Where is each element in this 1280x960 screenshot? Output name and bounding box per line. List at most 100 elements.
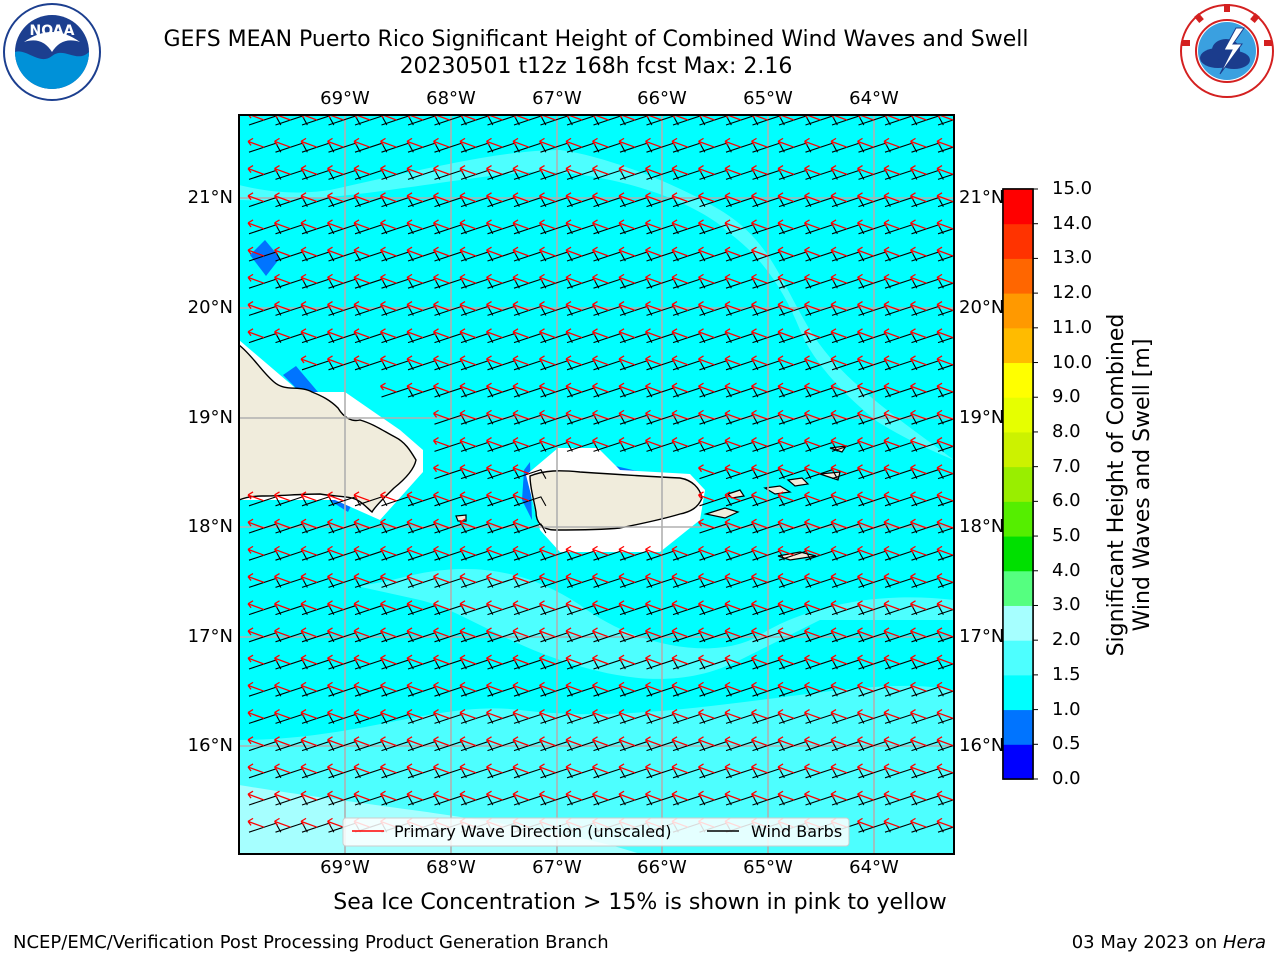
wave-direction-arrow (512, 437, 530, 448)
wave-direction-arrow (327, 545, 344, 556)
wave-direction-arrow (539, 709, 556, 720)
wave-direction-arrow (327, 518, 344, 529)
wave-direction-arrow (936, 301, 954, 312)
wave-direction-arrow (883, 518, 901, 529)
wave-direction-arrow (751, 627, 768, 638)
wave-direction-arrow (539, 437, 556, 448)
wave-direction-arrow (274, 137, 291, 148)
wave-direction-arrow (698, 600, 715, 611)
wave-direction-arrow (592, 763, 609, 774)
lat-label-left: 18°N (187, 516, 233, 537)
wave-direction-arrow (777, 573, 795, 584)
wave-direction-arrow (274, 709, 291, 720)
wave-direction-arrow (804, 246, 821, 257)
wave-direction-arrow (645, 627, 662, 638)
wave-direction-arrow (724, 165, 742, 176)
wave-direction-arrow (910, 817, 927, 828)
lat-label-left: 19°N (187, 407, 233, 428)
wave-direction-arrow (777, 328, 795, 339)
wave-direction-arrow (910, 273, 927, 284)
colorbar-tick-label: 3.0 (1052, 594, 1081, 616)
wave-direction-arrow (883, 545, 901, 556)
wave-direction-arrow (804, 137, 821, 148)
wave-direction-arrow (380, 763, 397, 774)
wave-direction-arrow (857, 192, 874, 203)
wave-direction-arrow (459, 491, 477, 502)
wave-direction-arrow (671, 301, 689, 312)
wave-direction-arrow (618, 654, 636, 665)
lat-label-left: 20°N (187, 297, 233, 318)
wave-direction-arrow (247, 709, 265, 720)
wave-direction-arrow (724, 654, 742, 665)
wave-direction-arrow (327, 491, 344, 502)
wave-direction-arrow (910, 600, 927, 611)
wave-direction-arrow (751, 437, 768, 448)
wave-direction-arrow (300, 246, 318, 257)
wave-direction-arrow (618, 219, 636, 230)
wind-barb (937, 635, 954, 643)
wave-direction-arrow (910, 382, 927, 393)
lon-label-bottom: 65°W (743, 857, 793, 878)
wave-direction-arrow (698, 790, 715, 801)
wave-direction-arrow (512, 518, 530, 529)
footer-date: 03 May 2023 on Hera (1072, 932, 1266, 953)
wave-direction-arrow (512, 464, 530, 475)
wave-direction-arrow (830, 573, 848, 584)
colorbar-segment (1003, 397, 1033, 433)
chart-subtitle: 20230501 t12z 168h fcst Max: 2.16 (399, 54, 793, 79)
wave-height-0.5-1-patch (250, 240, 280, 276)
wave-direction-arrow (433, 437, 450, 448)
wave-direction-arrow (777, 437, 795, 448)
wave-height-1-1.5-south (239, 560, 954, 740)
wave-direction-arrow (565, 790, 583, 801)
wave-direction-arrow (247, 246, 265, 257)
wave-direction-arrow (565, 219, 583, 230)
wave-direction-arrow (698, 709, 715, 720)
wave-direction-arrow (486, 328, 503, 339)
wave-direction-arrow (910, 654, 927, 665)
wave-direction-arrow (539, 627, 556, 638)
wave-direction-arrow (698, 192, 715, 203)
wave-direction-arrow (327, 192, 344, 203)
wave-direction-arrow (618, 736, 636, 747)
lon-label-bottom: 66°W (637, 857, 687, 878)
wave-direction-arrow (883, 817, 901, 828)
wave-direction-arrow (539, 192, 556, 203)
wave-direction-arrow (300, 273, 318, 284)
wave-direction-arrow (459, 192, 477, 203)
wave-direction-arrow (751, 654, 768, 665)
wave-direction-arrow (406, 328, 424, 339)
colorbar-segment (1003, 536, 1033, 572)
wave-height-0.5-1-patch (283, 366, 318, 392)
wave-direction-arrow (247, 491, 265, 502)
wave-direction-arrow (883, 273, 901, 284)
wave-direction-arrow (539, 763, 556, 774)
wave-direction-arrow (592, 165, 609, 176)
wave-direction-arrow (512, 165, 530, 176)
wave-direction-arrow (777, 301, 795, 312)
wave-direction-arrow (751, 681, 768, 692)
wave-direction-arrow (406, 165, 424, 176)
wave-direction-arrow (565, 763, 583, 774)
colorbar-segment (1003, 744, 1033, 780)
wave-direction-arrow (857, 573, 874, 584)
wave-direction-arrow (804, 736, 821, 747)
colorbar-segment (1003, 570, 1033, 606)
wave-direction-arrow (486, 219, 503, 230)
wave-direction-arrow (380, 328, 397, 339)
wave-direction-arrow (883, 246, 901, 257)
wave-direction-arrow (327, 709, 344, 720)
virgin-islands (455, 445, 848, 561)
wave-direction-arrow (539, 301, 556, 312)
wave-direction-arrow (353, 518, 371, 529)
colorbar-tick-label: 6.0 (1052, 490, 1081, 512)
wave-direction-arrow (512, 790, 530, 801)
wave-direction-arrow (698, 328, 715, 339)
wave-direction-arrow (804, 600, 821, 611)
wave-direction-arrow (777, 137, 795, 148)
wave-direction-arrow (857, 681, 874, 692)
wave-direction-arrow (857, 464, 874, 475)
wave-direction-arrow (804, 192, 821, 203)
wave-direction-arrow (380, 736, 397, 747)
wave-direction-arrow (274, 301, 291, 312)
